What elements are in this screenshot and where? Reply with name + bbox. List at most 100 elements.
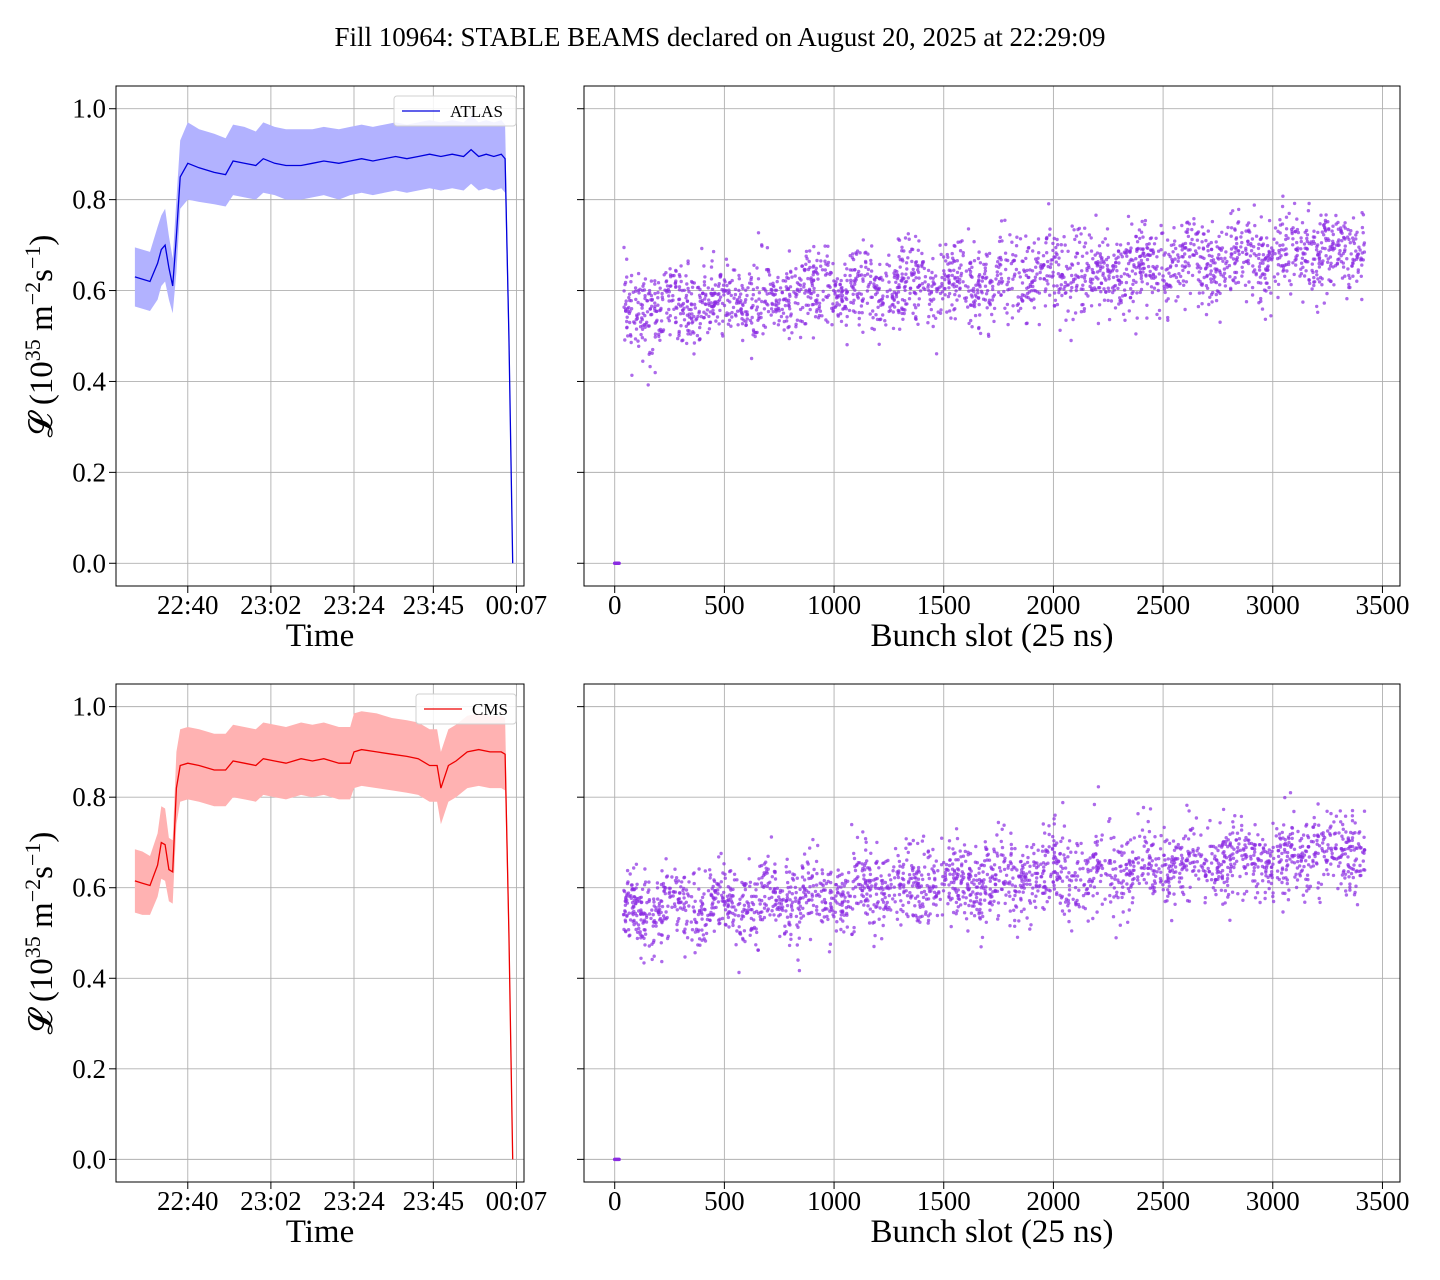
bunch-point (898, 327, 902, 331)
bunch-point (1316, 851, 1320, 856)
bunch-point (872, 944, 876, 949)
bunch-point (1129, 287, 1133, 291)
bunch-point (704, 931, 709, 936)
bunch-point (1343, 852, 1348, 856)
bunch-point (1319, 241, 1324, 245)
bunch-point (991, 284, 995, 289)
bunch-point (651, 940, 656, 944)
bunch-point (723, 901, 727, 905)
bunch-point (1011, 876, 1015, 880)
bunch-point (880, 881, 885, 886)
bunch-point (1223, 853, 1227, 857)
bunch-point (968, 269, 973, 274)
bunch-point (622, 245, 626, 250)
bunch-point (1178, 244, 1182, 248)
bunch-point (1070, 285, 1074, 290)
bunch-point (930, 886, 935, 890)
bunch-point (923, 280, 927, 284)
bunch-point (980, 291, 984, 295)
bunch-point (759, 881, 764, 885)
bunch-point (726, 291, 730, 295)
bunch-point (1034, 883, 1039, 887)
bunch-point (984, 920, 988, 924)
bunch-point (802, 852, 807, 856)
bunch-point (892, 865, 896, 869)
bunch-point (949, 269, 953, 273)
bunch-point (978, 892, 983, 896)
bunch-point (1202, 256, 1206, 261)
bunch-point (1125, 842, 1129, 846)
bunch-point (725, 894, 730, 898)
bunch-point (996, 282, 1001, 286)
bunch-point (1115, 890, 1119, 894)
bunch-point (1202, 862, 1206, 866)
bunch-point (1192, 253, 1197, 257)
bunch-point (776, 323, 781, 327)
bunch-point (907, 842, 911, 846)
bunch-point (1134, 266, 1138, 270)
bunch-point (670, 905, 674, 909)
bunch-point (1163, 899, 1167, 904)
bunch-point (708, 873, 713, 877)
bunch-point (863, 273, 867, 278)
bunch-point (901, 871, 905, 875)
bunch-point (888, 308, 893, 312)
bunch-point (851, 252, 855, 256)
legend-label: ATLAS (450, 102, 503, 121)
bunch-point (956, 872, 960, 877)
bunch-point (1289, 844, 1293, 848)
bunch-point (781, 279, 785, 283)
bunch-point (1210, 219, 1215, 224)
bunch-point (1046, 282, 1050, 286)
bunch-point (708, 868, 712, 872)
bunch-point (1206, 866, 1210, 871)
bunch-point (1334, 857, 1339, 861)
bunch-point (1197, 877, 1201, 881)
bunch-point (1017, 271, 1021, 275)
bunch-point (1331, 224, 1335, 228)
bunch-point (1312, 275, 1316, 280)
bunch-point (823, 244, 827, 248)
bunch-point (790, 275, 794, 279)
bunch-point (1170, 855, 1175, 859)
bunch-point (875, 840, 879, 845)
bunch-point (1309, 865, 1313, 869)
bunch-point (896, 290, 901, 294)
bunch-point (982, 262, 986, 267)
bunch-point (1048, 889, 1052, 893)
bunch-point (1277, 251, 1281, 255)
bunch-point (1195, 266, 1200, 270)
bunch-point (956, 276, 960, 280)
bunch-point (1243, 838, 1247, 842)
bunch-point (851, 887, 855, 891)
bunch-point (754, 299, 758, 303)
bunch-point (956, 896, 960, 901)
bunch-point (1074, 288, 1079, 293)
x-tick-label: 1500 (917, 590, 971, 620)
bunch-point (1174, 299, 1178, 303)
bunch-point (1117, 282, 1122, 286)
bunch-point (1045, 274, 1049, 278)
bunch-point (961, 280, 965, 284)
bunch-point (760, 299, 764, 304)
bunch-point (977, 866, 981, 871)
bunch-point (1355, 279, 1359, 283)
bunch-point (1014, 267, 1019, 272)
bunch-point (1267, 861, 1272, 865)
y-label-superscript: 35 (20, 339, 45, 361)
bunch-point (1106, 298, 1110, 303)
bunch-point (659, 899, 663, 903)
bunch-point (1283, 837, 1288, 842)
bunch-point (851, 879, 855, 884)
bunch-point (904, 261, 909, 265)
bunch-point (1071, 277, 1076, 282)
y-label-text: 𝓛 (10 (24, 361, 60, 437)
bunch-point (674, 876, 679, 880)
bunch-point (846, 879, 850, 883)
bunch-point (1306, 834, 1310, 838)
bunch-point (1300, 256, 1305, 260)
bunch-point (1126, 920, 1130, 924)
bunch-point (891, 326, 896, 331)
bunch-point (686, 328, 690, 333)
bunch-point (765, 884, 769, 889)
